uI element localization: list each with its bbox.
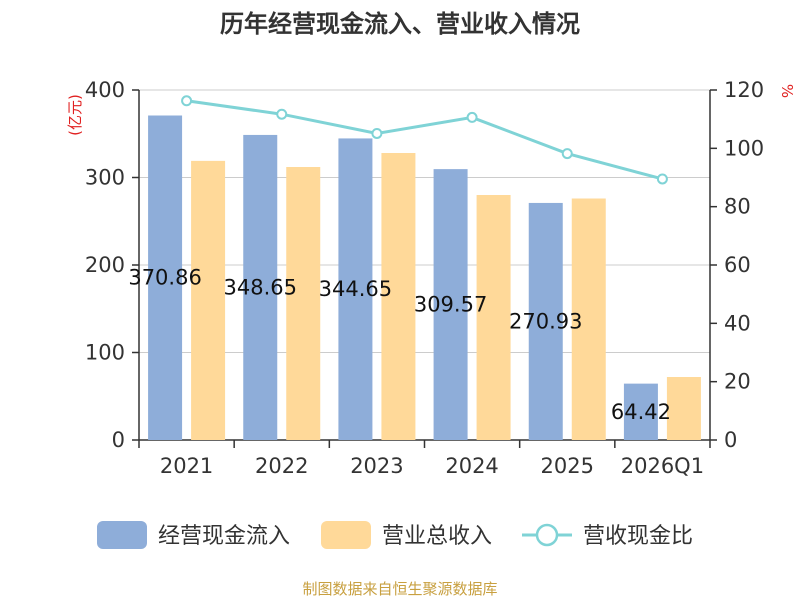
legend-label-revenue: 营业总收入 (382, 524, 492, 549)
bar-0-1 (243, 134, 278, 440)
left-tick-label-3: 300 (85, 166, 125, 190)
x-tick-label-5: 2026Q1 (621, 454, 704, 478)
bar-1-4 (571, 198, 606, 440)
legend-label-cash-inflow: 经营现金流入 (158, 524, 290, 549)
legend-marker-ratio (535, 523, 559, 547)
legend-item-ratio[interactable]: 营收现金比 (522, 523, 693, 549)
legend-item-cash-inflow[interactable]: 经营现金流入 (97, 521, 290, 549)
right-tick-label-6: 120 (724, 78, 764, 102)
left-axis-ticks: 0 100 200 300 400 (85, 78, 139, 452)
right-tick-label-4: 80 (724, 195, 751, 219)
legend-swatch-revenue (321, 521, 371, 549)
x-tick-label-3: 2024 (445, 454, 498, 478)
bar-0-4 (528, 202, 563, 440)
line-point-0-2 (371, 127, 383, 139)
chart-title: 历年经营现金流入、营业收入情况 (220, 10, 580, 38)
bar-label-0-4: 270.93 (509, 309, 582, 333)
source-footer: 制图数据来自恒生聚源数据库 (302, 580, 497, 598)
x-tick-label-4: 2025 (541, 454, 594, 478)
left-tick-label-2: 200 (85, 253, 125, 277)
line-point-0-0 (181, 95, 193, 107)
line-point-0-1 (276, 108, 288, 120)
legend-swatch-cash-inflow (97, 521, 147, 549)
left-tick-label-0: 0 (112, 428, 125, 452)
grid (139, 89, 710, 353)
right-tick-label-0: 0 (724, 428, 737, 452)
ratio-line-series (181, 95, 668, 185)
right-axis-unit: % (778, 84, 796, 98)
line-path-0 (186, 99, 663, 181)
x-axis-ticks: 2021 2022 2023 2024 2025 2026Q1 (138, 440, 711, 478)
bar-label-0-2: 344.65 (319, 277, 392, 301)
bar-0-3 (433, 169, 468, 440)
bar-1-5 (666, 377, 701, 440)
right-tick-label-2: 40 (724, 311, 751, 335)
line-point-0-4 (561, 148, 573, 160)
line-point-0-5 (656, 173, 668, 185)
bar-0-5 (623, 383, 658, 440)
bar-label-0-3: 309.57 (414, 293, 487, 317)
right-tick-label-5: 100 (724, 136, 764, 160)
bar-label-0-5: 64.42 (611, 400, 671, 424)
bar-label-0-0: 370.86 (128, 266, 201, 290)
line-point-0-3 (466, 111, 478, 123)
bar-0-0 (148, 115, 183, 440)
right-axis-ticks: 0 20 40 60 80 100 120 (710, 78, 764, 452)
bar-1-2 (381, 153, 416, 440)
bars (148, 115, 701, 440)
legend-item-revenue[interactable]: 营业总收入 (321, 521, 492, 549)
bar-labels: 370.86 348.65 344.65 309.57 270.93 64.42 (128, 266, 671, 424)
bar-1-1 (286, 167, 321, 440)
x-tick-label-0: 2021 (160, 454, 213, 478)
right-tick-label-3: 60 (724, 253, 751, 277)
bar-1-3 (476, 195, 511, 440)
left-axis-unit: (亿元) (66, 94, 84, 136)
left-tick-label-1: 100 (85, 341, 125, 365)
bar-label-0-1: 348.65 (224, 275, 297, 299)
bar-1-0 (191, 160, 226, 440)
right-tick-label-1: 20 (724, 370, 751, 394)
legend: 经营现金流入 营业总收入 营收现金比 (97, 521, 693, 549)
bar-0-2 (338, 138, 373, 440)
x-tick-label-1: 2022 (255, 454, 308, 478)
left-tick-label-4: 400 (85, 78, 125, 102)
x-tick-label-2: 2023 (350, 454, 403, 478)
legend-label-ratio: 营收现金比 (583, 524, 693, 549)
